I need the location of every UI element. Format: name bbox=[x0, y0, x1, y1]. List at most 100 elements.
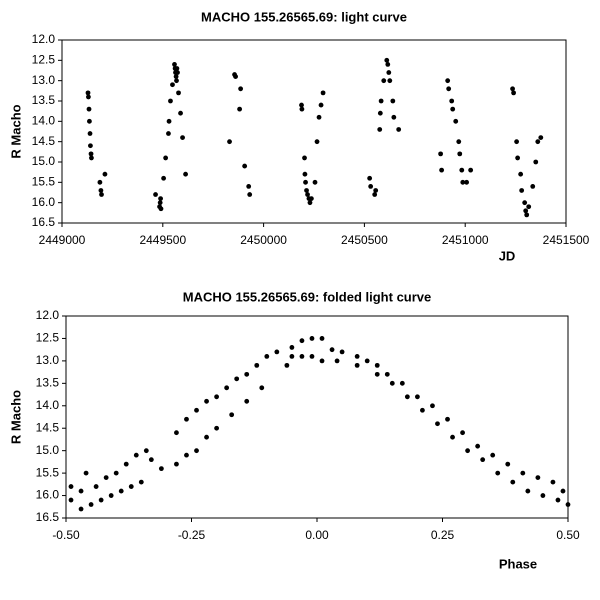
data-point bbox=[530, 184, 536, 189]
data-point bbox=[166, 131, 171, 136]
data-point bbox=[377, 127, 383, 132]
chart-title: MACHO 155.26565.69: folded light curve bbox=[183, 289, 432, 304]
data-point bbox=[113, 470, 119, 476]
data-point bbox=[364, 358, 370, 364]
data-point bbox=[555, 497, 561, 503]
data-point bbox=[194, 448, 199, 454]
data-point bbox=[242, 163, 248, 169]
data-point bbox=[374, 371, 380, 377]
data-point bbox=[214, 394, 220, 400]
data-point bbox=[303, 179, 308, 185]
data-point bbox=[102, 171, 108, 177]
data-point bbox=[153, 192, 158, 197]
data-point bbox=[560, 488, 566, 494]
data-point bbox=[172, 62, 177, 67]
data-point bbox=[88, 502, 94, 507]
data-point bbox=[87, 118, 92, 124]
data-point bbox=[237, 106, 243, 112]
data-point bbox=[339, 349, 345, 355]
data-point bbox=[505, 461, 511, 467]
data-point bbox=[97, 179, 103, 185]
data-point bbox=[377, 110, 383, 116]
data-point bbox=[184, 452, 189, 458]
y-tick-label: 13.5 bbox=[36, 376, 60, 390]
data-point bbox=[180, 135, 185, 141]
x-tick-label: 2450500 bbox=[341, 233, 388, 247]
data-point bbox=[83, 470, 89, 476]
data-point bbox=[456, 139, 462, 145]
y-tick-label: 15.5 bbox=[32, 175, 56, 189]
data-point bbox=[176, 90, 181, 96]
data-point bbox=[128, 484, 134, 489]
data-point bbox=[540, 493, 546, 498]
data-point bbox=[319, 358, 325, 364]
data-point bbox=[284, 362, 290, 368]
data-point bbox=[446, 86, 452, 92]
data-point bbox=[314, 139, 320, 145]
data-point bbox=[387, 78, 393, 84]
data-point bbox=[302, 155, 307, 161]
data-point bbox=[184, 416, 189, 422]
data-point bbox=[304, 188, 309, 193]
data-point bbox=[450, 106, 456, 112]
data-point bbox=[445, 78, 451, 84]
data-point bbox=[289, 354, 295, 359]
data-point bbox=[518, 171, 524, 177]
data-point bbox=[103, 475, 109, 480]
data-point bbox=[465, 448, 470, 454]
data-point bbox=[299, 338, 305, 344]
data-point bbox=[158, 466, 164, 472]
data-point bbox=[68, 497, 74, 503]
data-point bbox=[404, 394, 410, 400]
data-point bbox=[299, 102, 304, 108]
plot-area bbox=[61, 39, 567, 224]
data-point bbox=[372, 192, 378, 197]
data-point bbox=[168, 98, 173, 104]
data-point bbox=[247, 192, 253, 197]
data-point bbox=[229, 412, 235, 418]
y-tick-label: 12.0 bbox=[32, 32, 56, 46]
data-point bbox=[86, 106, 92, 112]
data-point bbox=[468, 167, 474, 173]
x-axis-title: Phase bbox=[499, 556, 537, 571]
data-point bbox=[515, 155, 521, 161]
data-point bbox=[319, 336, 325, 341]
data-point bbox=[312, 179, 318, 185]
data-point bbox=[227, 139, 232, 145]
data-point bbox=[244, 371, 250, 377]
y-axis-title: R Macho bbox=[8, 104, 23, 158]
data-point bbox=[175, 70, 180, 75]
data-point bbox=[88, 143, 93, 149]
data-point bbox=[449, 98, 455, 104]
data-point bbox=[384, 57, 390, 63]
data-point bbox=[386, 70, 392, 75]
data-point bbox=[381, 78, 387, 84]
data-point bbox=[143, 448, 149, 454]
data-point bbox=[173, 74, 179, 79]
data-point bbox=[438, 151, 444, 157]
data-point bbox=[334, 358, 340, 364]
y-tick-label: 14.5 bbox=[36, 420, 60, 434]
x-tick-label: 0.00 bbox=[305, 528, 329, 542]
data-point bbox=[118, 488, 124, 494]
data-point bbox=[453, 118, 459, 124]
data-point bbox=[174, 66, 180, 71]
data-point bbox=[305, 192, 310, 197]
data-point bbox=[78, 506, 84, 512]
data-point bbox=[233, 74, 238, 79]
y-tick-label: 16.0 bbox=[32, 195, 56, 209]
y-tick-label: 16.0 bbox=[36, 488, 60, 502]
data-point bbox=[161, 175, 167, 181]
data-point bbox=[510, 479, 516, 485]
y-axis-title: R Macho bbox=[8, 390, 23, 444]
data-point bbox=[533, 159, 539, 165]
data-point bbox=[299, 354, 305, 359]
data-point bbox=[450, 434, 455, 440]
data-point bbox=[204, 434, 209, 440]
data-point bbox=[538, 135, 544, 141]
data-point bbox=[308, 196, 314, 202]
data-point bbox=[374, 362, 380, 368]
y-tick-label: 14.0 bbox=[32, 114, 56, 128]
data-point bbox=[415, 394, 420, 400]
